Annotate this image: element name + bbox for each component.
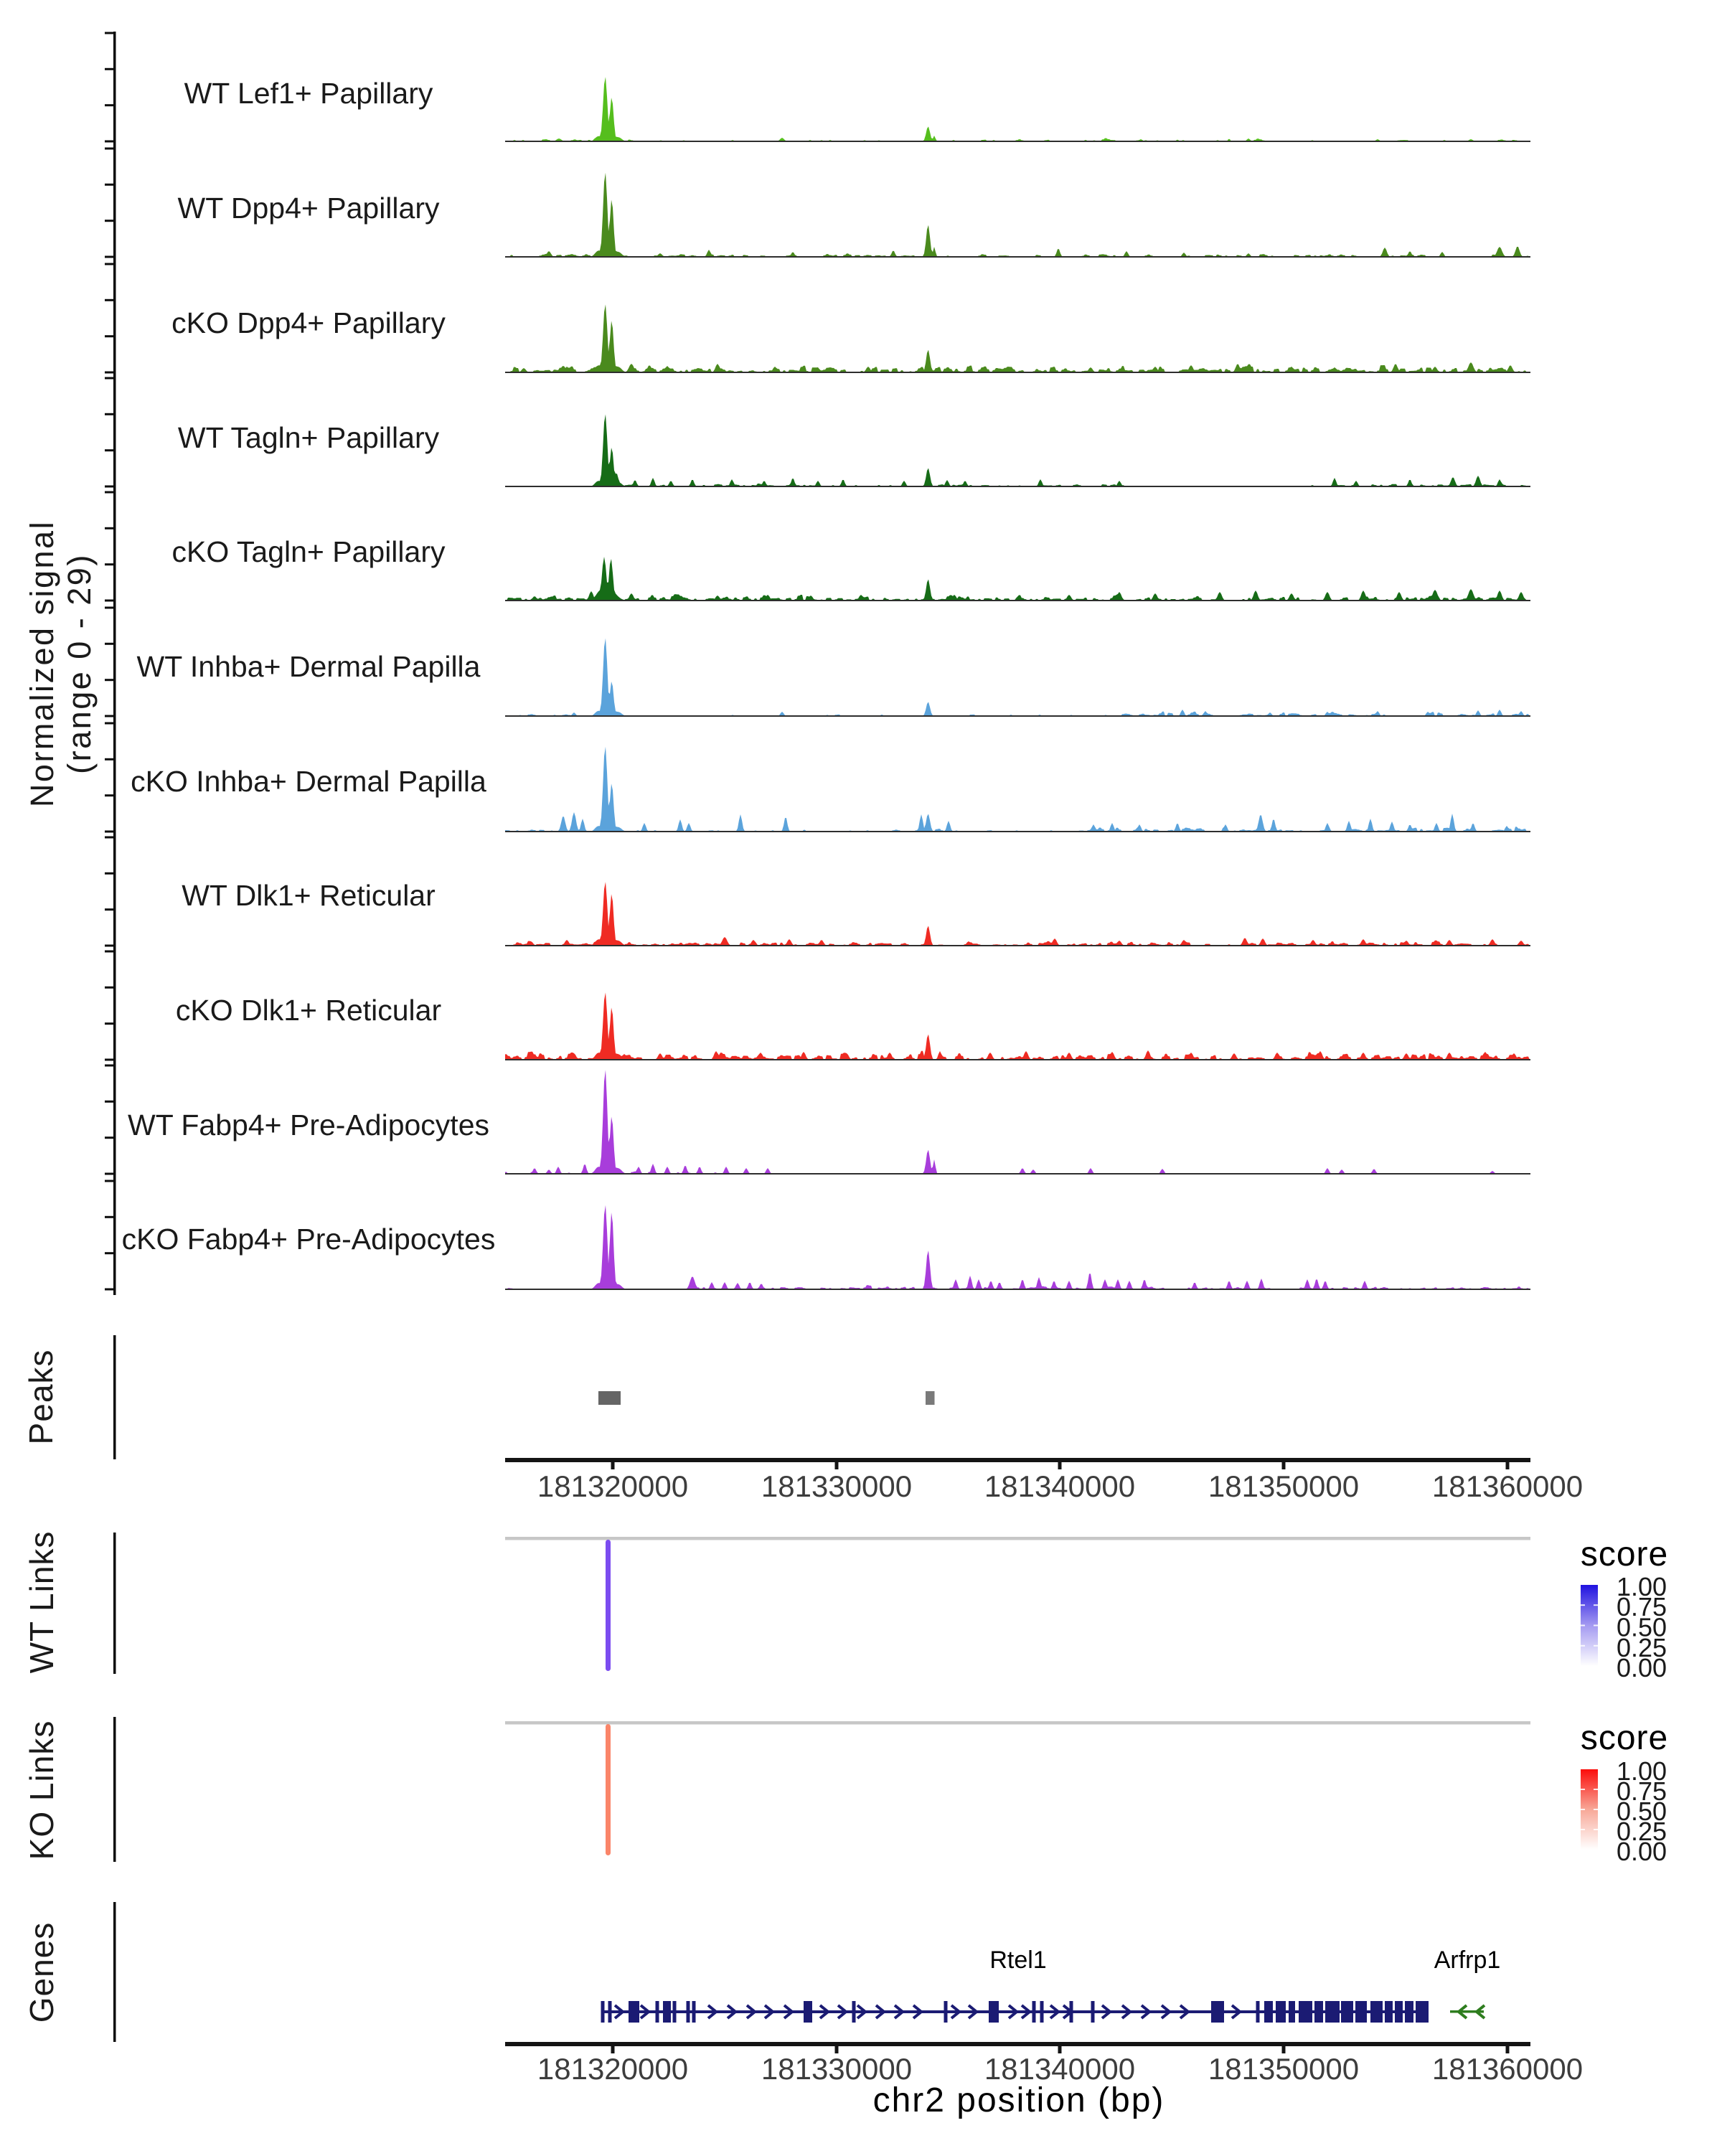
svg-text:0.50: 0.50 xyxy=(1617,1613,1667,1642)
svg-text:0.25: 0.25 xyxy=(1617,1817,1667,1846)
svg-text:181330000: 181330000 xyxy=(761,1469,912,1503)
svg-text:cKO Inhba+ Dermal Papilla: cKO Inhba+ Dermal Papilla xyxy=(131,765,486,798)
svg-text:(range 0 - 29): (range 0 - 29) xyxy=(61,553,98,774)
svg-text:WT Lef1+ Papillary: WT Lef1+ Papillary xyxy=(184,77,433,110)
svg-text:181320000: 181320000 xyxy=(537,2052,688,2086)
svg-text:0.75: 0.75 xyxy=(1617,1776,1667,1806)
svg-text:WT Tagln+ Papillary: WT Tagln+ Papillary xyxy=(178,421,440,454)
svg-text:0.00: 0.00 xyxy=(1617,1653,1667,1682)
svg-text:score: score xyxy=(1581,1535,1668,1573)
svg-text:Normalized signal: Normalized signal xyxy=(24,520,60,807)
svg-text:Rtel1: Rtel1 xyxy=(989,1946,1046,1974)
svg-text:1.00: 1.00 xyxy=(1617,1756,1667,1786)
svg-text:cKO Dpp4+ Papillary: cKO Dpp4+ Papillary xyxy=(171,306,446,339)
svg-text:cKO Tagln+ Papillary: cKO Tagln+ Papillary xyxy=(172,535,446,568)
svg-text:181340000: 181340000 xyxy=(984,2052,1135,2086)
svg-text:KO Links: KO Links xyxy=(23,1720,60,1860)
svg-text:181340000: 181340000 xyxy=(984,1469,1135,1503)
svg-text:0.50: 0.50 xyxy=(1617,1797,1667,1826)
svg-text:Arfrp1: Arfrp1 xyxy=(1434,1946,1501,1974)
svg-text:chr2 position (bp): chr2 position (bp) xyxy=(873,2081,1165,2119)
svg-text:181330000: 181330000 xyxy=(761,2052,912,2086)
svg-text:WT Dlk1+ Reticular: WT Dlk1+ Reticular xyxy=(182,879,436,912)
svg-text:0.00: 0.00 xyxy=(1617,1837,1667,1866)
svg-text:181350000: 181350000 xyxy=(1208,1469,1359,1503)
svg-text:cKO Fabp4+ Pre-Adipocytes: cKO Fabp4+ Pre-Adipocytes xyxy=(122,1223,496,1256)
svg-text:score: score xyxy=(1581,1719,1668,1757)
svg-text:Genes: Genes xyxy=(23,1922,60,2023)
svg-text:WT Inhba+ Dermal Papilla: WT Inhba+ Dermal Papilla xyxy=(137,650,481,683)
svg-text:cKO Dlk1+ Reticular: cKO Dlk1+ Reticular xyxy=(176,994,441,1027)
svg-text:Peaks: Peaks xyxy=(22,1350,60,1445)
svg-text:0.75: 0.75 xyxy=(1617,1592,1667,1621)
svg-text:0.25: 0.25 xyxy=(1617,1633,1667,1662)
svg-text:WT Links: WT Links xyxy=(23,1531,60,1674)
svg-text:1.00: 1.00 xyxy=(1617,1572,1667,1601)
svg-text:WT Dpp4+ Papillary: WT Dpp4+ Papillary xyxy=(178,192,440,225)
svg-text:WT Fabp4+ Pre-Adipocytes: WT Fabp4+ Pre-Adipocytes xyxy=(128,1108,489,1141)
svg-text:181360000: 181360000 xyxy=(1432,1469,1583,1503)
svg-text:181350000: 181350000 xyxy=(1208,2052,1359,2086)
svg-text:181360000: 181360000 xyxy=(1432,2052,1583,2086)
svg-text:181320000: 181320000 xyxy=(537,1469,688,1503)
